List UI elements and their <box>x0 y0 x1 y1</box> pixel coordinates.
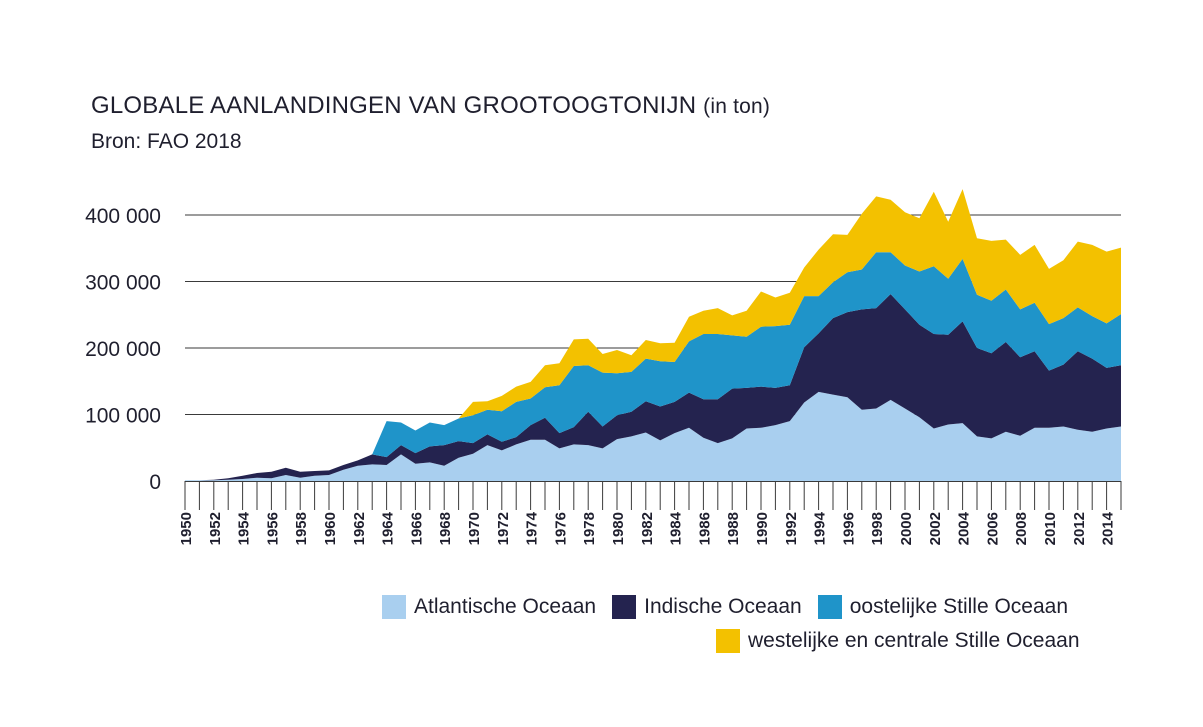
legend-swatch-indian <box>612 595 637 619</box>
legend-item-atlantic: Atlantische Oceaan <box>382 595 596 619</box>
x-tick-label: 1964 <box>380 511 397 545</box>
chart-title-unit: (in ton) <box>703 95 771 118</box>
x-tick-label: 2000 <box>898 512 915 545</box>
x-tick-label: 1996 <box>840 512 857 545</box>
legend-item-east-pacific: oostelijke Stille Oceaan <box>817 595 1069 619</box>
x-tick-label: 1950 <box>178 512 195 545</box>
area-series-2 <box>185 252 1121 481</box>
x-tick-label: 1954 <box>236 511 253 545</box>
x-tick-label: 1962 <box>351 512 368 545</box>
chart-source: Bron: FAO 2018 <box>91 130 242 153</box>
legend-swatch-east-pacific <box>817 595 842 619</box>
legend-item-west-central-pacific: westelijke en centrale Stille Oceaan <box>716 629 1080 653</box>
legend-swatch-atlantic <box>382 595 406 619</box>
area-series-1 <box>185 294 1121 481</box>
legend-row-2: westelijke en centrale Stille Oceaan <box>716 629 1080 653</box>
x-axis: 1950 1952 1954 1956 1958 1960 1962 1964 1966 1968… <box>178 481 1122 545</box>
legend-label-atlantic: Atlantische Oceaan <box>414 595 597 618</box>
legend-label-east-pacific: oostelijke Stille Oceaan <box>849 595 1069 618</box>
x-tick-label: 2004 <box>956 511 973 545</box>
legend-row-1: Atlantische Oceaan Indische Oceaan ooste… <box>382 595 1068 619</box>
x-tick-label: 2006 <box>984 512 1001 545</box>
y-tick-label: 300 000 <box>85 272 161 295</box>
y-axis: 0 100 000 200 000 300 000 400 000 <box>85 205 161 494</box>
x-tick-label: 1966 <box>408 512 425 545</box>
chart-title-text: GLOBALE AANLANDINGEN VAN GROOTOOGTONIJN <box>91 92 697 119</box>
x-tick-label: 1990 <box>754 512 771 545</box>
legend-swatch-west-central-pacific <box>716 629 740 653</box>
y-tick-label: 0 <box>149 471 161 494</box>
legend-label-indian: Indische Oceaan <box>644 595 802 618</box>
x-tick-label: 1958 <box>293 512 310 545</box>
stacked-areas <box>185 189 1121 481</box>
x-tick-label: 1972 <box>495 512 512 545</box>
x-tick-label: 1968 <box>437 512 454 545</box>
x-tick-label: 1980 <box>610 512 627 545</box>
chart-title: GLOBALE AANLANDINGEN VAN GROOTOOGTONIJN … <box>91 92 770 120</box>
x-tick-label: 1998 <box>869 512 886 545</box>
x-tick-label: 1960 <box>322 512 339 545</box>
x-tick-label: 1984 <box>668 511 685 545</box>
y-tick-label: 200 000 <box>85 338 161 361</box>
x-tick-label: 2008 <box>1013 512 1030 545</box>
x-tick-label: 2014 <box>1100 511 1117 545</box>
x-tick-label: 1974 <box>524 511 541 545</box>
x-tick-label: 1970 <box>466 512 483 545</box>
x-tick-label: 2010 <box>1042 512 1059 545</box>
x-tick-label: 1992 <box>783 512 800 545</box>
x-tick-label: 2002 <box>927 512 944 545</box>
x-tick-label: 1978 <box>581 512 598 545</box>
y-tick-label: 400 000 <box>85 205 161 228</box>
area-series-0 <box>185 391 1121 481</box>
x-tick-label: 1956 <box>264 512 281 545</box>
x-tick-label: 1976 <box>552 512 569 545</box>
legend-item-indian: Indische Oceaan <box>612 595 802 619</box>
x-tick-label: 2012 <box>1071 512 1088 545</box>
x-tick-label: 1994 <box>812 511 829 545</box>
x-tick-label: 1988 <box>725 512 742 545</box>
x-tick-label: 1982 <box>639 512 656 545</box>
x-tick-label: 1986 <box>696 512 713 545</box>
y-tick-label: 100 000 <box>85 405 161 428</box>
legend-label-west-central-pacific: westelijke en centrale Stille Oceaan <box>748 629 1080 652</box>
x-tick-label: 1952 <box>207 512 224 545</box>
